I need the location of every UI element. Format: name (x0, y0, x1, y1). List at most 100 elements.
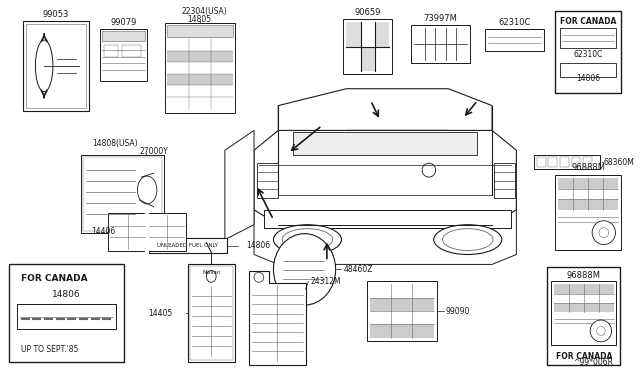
Bar (560, 157, 569, 167)
Bar (547, 267, 620, 365)
Bar (166, 74, 189, 86)
Bar (588, 199, 604, 210)
Bar (164, 23, 235, 113)
Text: 99090: 99090 (446, 307, 470, 315)
Bar (573, 178, 588, 189)
Bar (360, 46, 375, 71)
Text: 96888M: 96888M (567, 271, 601, 280)
Text: 68360M: 68360M (604, 158, 635, 167)
Ellipse shape (442, 229, 493, 250)
Bar (560, 63, 616, 77)
Bar (122, 45, 141, 57)
Bar (367, 281, 436, 341)
Bar (149, 238, 227, 253)
Text: 22304(USA): 22304(USA) (182, 7, 227, 16)
Bar (537, 157, 545, 167)
Text: UNLEADED FUEL ONLY: UNLEADED FUEL ONLY (157, 243, 218, 248)
Ellipse shape (254, 272, 264, 282)
Text: 99079: 99079 (111, 18, 137, 27)
Bar (551, 281, 616, 345)
Bar (588, 178, 604, 189)
Text: 48460Z: 48460Z (344, 265, 373, 274)
Bar (584, 157, 592, 167)
Text: 24312M: 24312M (310, 277, 341, 286)
Text: 62310C: 62310C (573, 51, 603, 60)
Ellipse shape (590, 320, 612, 342)
Bar (584, 303, 598, 312)
Bar (560, 28, 616, 48)
Bar (604, 199, 618, 210)
Bar (166, 51, 189, 62)
Bar (370, 298, 434, 311)
Text: 73997M: 73997M (424, 14, 458, 23)
Bar (346, 22, 360, 46)
Bar (83, 157, 162, 231)
Text: FOR CANADA: FOR CANADA (556, 352, 612, 361)
Bar (344, 19, 392, 74)
Bar (548, 157, 557, 167)
Ellipse shape (273, 234, 335, 305)
Text: FOR CANADA: FOR CANADA (560, 17, 616, 26)
Bar (104, 45, 118, 57)
Text: 14406: 14406 (91, 227, 115, 236)
Bar (604, 178, 618, 189)
Text: 96888M: 96888M (572, 163, 605, 171)
Bar (598, 303, 614, 312)
Bar (211, 51, 232, 62)
Text: FOR CANADA: FOR CANADA (21, 274, 88, 283)
Bar (485, 29, 543, 51)
Text: UP TO SEPT.'85: UP TO SEPT.'85 (21, 345, 78, 354)
Polygon shape (249, 271, 305, 365)
Bar (598, 284, 614, 294)
Text: 14806: 14806 (576, 74, 600, 83)
Bar (26, 24, 86, 108)
Bar (370, 324, 434, 338)
Bar (257, 163, 278, 198)
Polygon shape (254, 195, 516, 264)
Text: 27000Y: 27000Y (140, 147, 168, 156)
Text: 14806: 14806 (52, 290, 81, 299)
Polygon shape (254, 131, 516, 225)
Bar (534, 155, 600, 169)
Ellipse shape (35, 40, 53, 92)
Ellipse shape (596, 327, 605, 336)
Bar (412, 25, 470, 63)
Text: 14808(USA): 14808(USA) (92, 139, 138, 148)
Text: 90659: 90659 (355, 8, 381, 17)
Ellipse shape (138, 176, 157, 204)
Bar (375, 22, 389, 46)
Bar (17, 304, 116, 329)
Bar (584, 284, 598, 294)
Polygon shape (293, 132, 477, 155)
Bar (23, 21, 89, 110)
Text: 14805: 14805 (188, 15, 212, 24)
Bar (569, 284, 584, 294)
Bar (264, 210, 511, 228)
Bar (100, 29, 147, 81)
Bar (556, 11, 621, 93)
Text: ^99*006R: ^99*006R (573, 358, 614, 367)
Bar (569, 303, 584, 312)
Bar (190, 266, 232, 360)
Ellipse shape (422, 163, 436, 177)
Bar (188, 264, 235, 362)
Bar (494, 163, 515, 198)
Text: 14405: 14405 (148, 308, 172, 318)
Bar (558, 178, 573, 189)
Ellipse shape (273, 225, 342, 254)
Text: Nissan: Nissan (202, 270, 220, 275)
Bar (211, 74, 232, 86)
Ellipse shape (207, 270, 216, 282)
Bar (108, 213, 186, 250)
Bar (189, 51, 211, 62)
Bar (556, 175, 621, 250)
Ellipse shape (599, 228, 609, 238)
Ellipse shape (434, 225, 502, 254)
Bar (572, 157, 580, 167)
Bar (573, 199, 588, 210)
Bar (102, 31, 145, 41)
Text: 99053: 99053 (43, 10, 69, 19)
Polygon shape (278, 89, 492, 145)
Bar (81, 155, 164, 232)
Bar (554, 284, 569, 294)
